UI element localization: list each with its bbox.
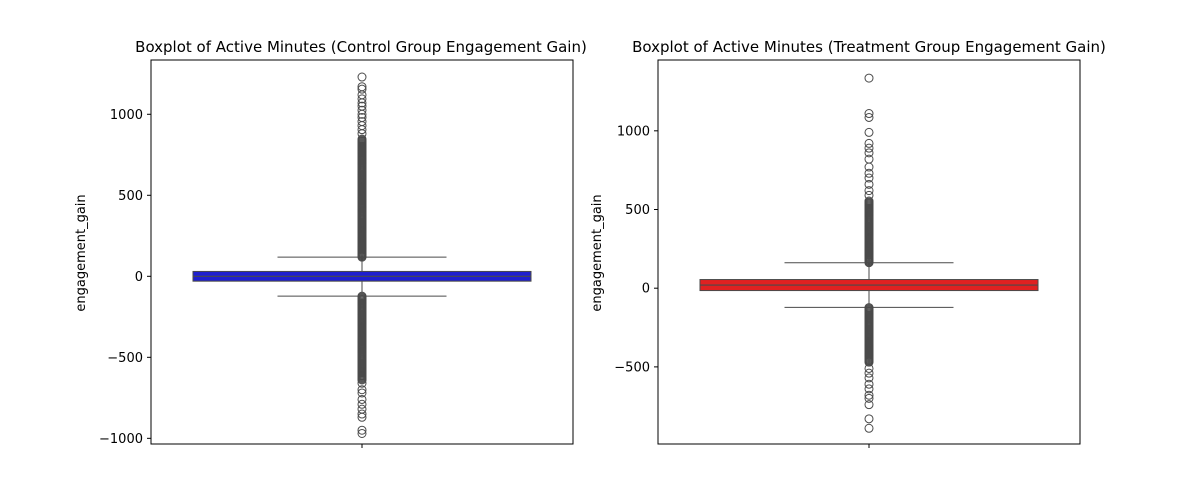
outlier-point (357, 94, 367, 104)
outlier-point (864, 190, 874, 200)
y-tick-label: 1000 (617, 124, 650, 139)
outlier-point (357, 388, 367, 398)
outlier-point (864, 162, 874, 172)
boxplot (192, 72, 532, 438)
outliers (864, 73, 874, 433)
y-tick-label: 500 (118, 189, 143, 204)
outlier-point (357, 404, 367, 414)
outlier-point (864, 363, 874, 373)
plot-frame (150, 59, 574, 445)
outlier-point (357, 109, 367, 119)
y-tick-label: −1000 (99, 432, 143, 447)
outlier-point (864, 400, 874, 410)
y-tick-label: 0 (135, 270, 143, 285)
outlier-point (864, 143, 874, 153)
plot-frame (657, 59, 1081, 445)
outlier-point (864, 173, 874, 183)
boxplot (699, 73, 1039, 433)
outlier-point (864, 109, 874, 119)
y-tick-label: 1000 (110, 108, 143, 123)
outlier-point (357, 378, 367, 388)
outlier-point (357, 409, 367, 419)
outlier-point (864, 368, 874, 378)
outlier-point (864, 127, 874, 137)
chart-title: Boxplot of Active Minutes (Control Group… (135, 38, 587, 56)
outlier-point (357, 412, 367, 422)
outlier-point (357, 399, 367, 409)
y-tick-label: 500 (625, 203, 650, 218)
outliers (357, 72, 367, 438)
outlier-point (864, 168, 874, 178)
outlier-point (357, 125, 367, 135)
outlier-point (864, 423, 874, 433)
outlier-point (357, 129, 367, 139)
y-axis-label: engagement_gain (590, 194, 605, 311)
outlier-point (357, 291, 367, 301)
outlier-point (864, 384, 874, 394)
outlier-point (357, 72, 367, 82)
treatment-boxplot-panel: Boxplot of Active Minutes (Treatment Gro… (590, 38, 1106, 448)
outlier-point (357, 98, 367, 108)
outlier-point (864, 73, 874, 83)
outlier-point (864, 414, 874, 424)
chart-title: Boxplot of Active Minutes (Treatment Gro… (632, 38, 1106, 56)
outlier-point (357, 105, 367, 115)
outlier-point (864, 112, 874, 122)
outlier-point (864, 196, 874, 206)
outlier-point (864, 379, 874, 389)
outlier-point (864, 186, 874, 196)
y-tick-label: −500 (614, 360, 650, 375)
outlier-point (864, 303, 874, 313)
outlier-point (357, 84, 367, 94)
y-tick-label: −500 (107, 351, 143, 366)
y-tick-label: 0 (642, 282, 650, 297)
outlier-point (864, 148, 874, 158)
outlier-point (357, 385, 367, 395)
y-ticks: −1000 −500 0 500 1000 (99, 108, 151, 447)
y-axis-label: engagement_gain (74, 194, 89, 311)
outlier-point (864, 390, 874, 400)
control-boxplot-panel: Boxplot of Active Minutes (Control Group… (74, 38, 587, 448)
outlier-point (864, 373, 874, 383)
outlier-point (864, 154, 874, 164)
outlier-point (357, 394, 367, 404)
outlier-point (357, 134, 367, 144)
outlier-point (864, 138, 874, 148)
outlier-point (357, 428, 367, 438)
outlier-point (864, 393, 874, 403)
outlier-point (357, 425, 367, 435)
outlier-point (864, 179, 874, 189)
y-ticks: −500 0 500 1000 (614, 124, 658, 375)
